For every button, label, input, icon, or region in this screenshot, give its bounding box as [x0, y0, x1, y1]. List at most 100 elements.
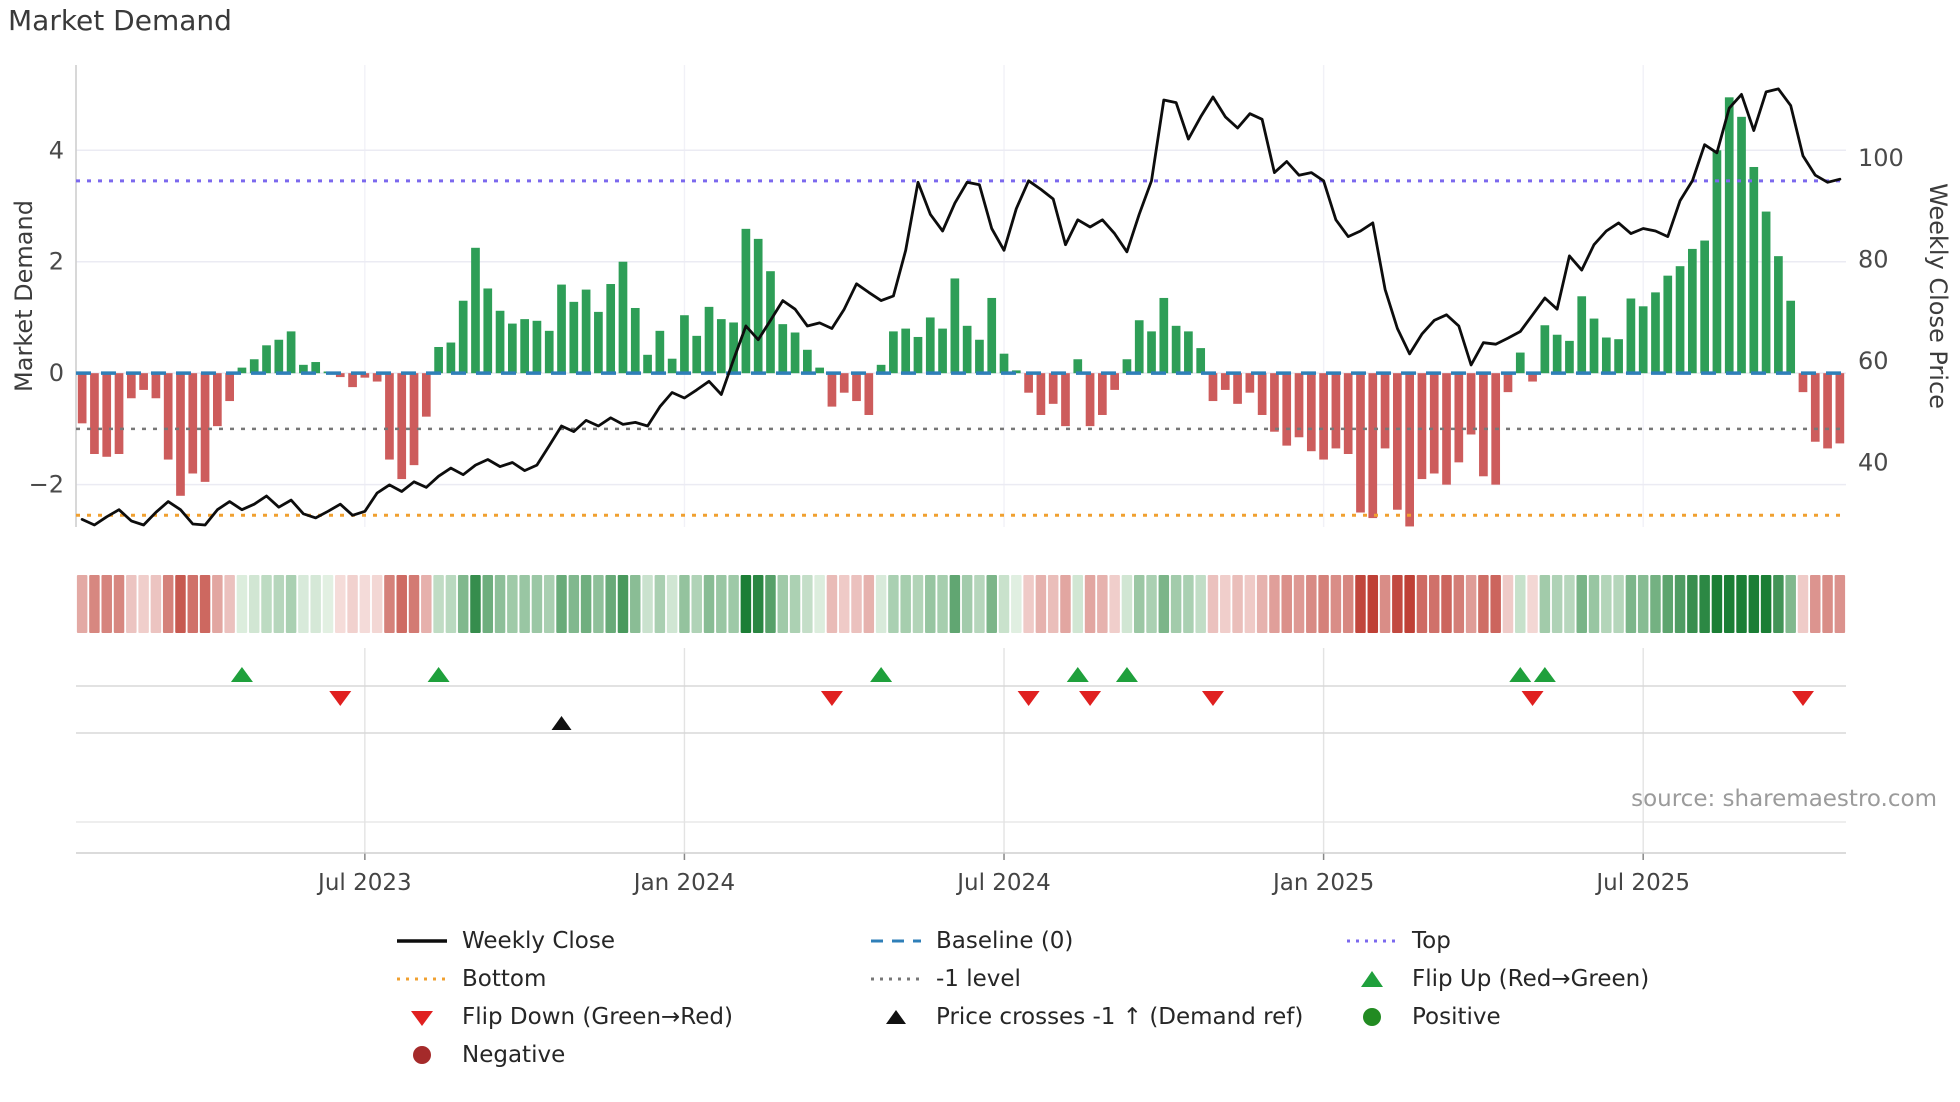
heatmap-cell [1146, 575, 1157, 633]
heatmap-cell [802, 575, 813, 633]
flip-up-marker [427, 667, 450, 682]
heatmap-cell [224, 575, 235, 633]
demand-bar [446, 342, 456, 374]
heatmap-cell [728, 575, 739, 633]
demand-bar [409, 373, 419, 466]
heatmap-cell [1109, 575, 1120, 633]
demand-bar [1380, 373, 1390, 449]
heatmap-cell [666, 575, 678, 633]
heatmap-cell [1207, 575, 1219, 633]
heatmap-cell [1416, 575, 1428, 633]
weekly-close-line [80, 87, 1842, 527]
demand-bar [1393, 373, 1402, 510]
demand-bar [815, 367, 824, 374]
positive-circle-icon [1363, 1008, 1381, 1026]
heatmap-cell [1183, 575, 1194, 633]
legend-item-negative: Negative [394, 1040, 565, 1070]
demand-bar [1134, 320, 1144, 374]
demand-bar [987, 297, 997, 374]
heatmap-cell [445, 575, 457, 633]
demand-bar [1184, 331, 1193, 374]
heatmap-cell [150, 575, 162, 633]
demand-bar [1085, 373, 1095, 427]
flip-up-marker [1533, 667, 1556, 682]
heatmap-cell [1674, 575, 1686, 633]
legend-label: Top [1412, 928, 1451, 954]
heatmap-cell [1797, 575, 1809, 633]
flip-up-triangle-icon [1361, 971, 1383, 987]
source-attribution: source: sharemaestro.com [1631, 786, 1937, 812]
heatmap-cell [1170, 575, 1182, 633]
demand-bar [1011, 370, 1021, 374]
heatmap-cell [1035, 575, 1047, 633]
demand-bar [704, 306, 714, 374]
heatmap-cell [261, 575, 272, 633]
heatmap-cell [1650, 575, 1661, 633]
legend-label: Flip Up (Red→Green) [1412, 966, 1650, 992]
demand-bar [1417, 373, 1427, 480]
heatmap-cell [752, 575, 764, 633]
demand-bar [1098, 373, 1107, 415]
heatmap-cell [814, 575, 825, 633]
demand-bar [385, 373, 394, 460]
x-tick-label: Jul 2025 [1594, 870, 1690, 896]
demand-bar [557, 284, 566, 374]
heatmap-cell [1404, 575, 1415, 633]
demand-bar [1466, 373, 1476, 435]
demand-bar [1737, 116, 1746, 374]
demand-bar [1294, 373, 1304, 438]
legend-label: -1 level [936, 966, 1021, 992]
demand-bar [581, 289, 591, 374]
demand-bar [741, 228, 751, 374]
heatmap-cell [359, 575, 371, 633]
demand-bar [1061, 373, 1070, 427]
demand-bar [249, 359, 259, 374]
heatmap-cell [1269, 575, 1280, 633]
heatmap-cell [1515, 575, 1526, 633]
heatmap-cell [593, 575, 604, 633]
demand-bar [1835, 373, 1845, 444]
heatmap-cell [1810, 575, 1821, 633]
demand-bar [1208, 373, 1218, 402]
demand-bar [360, 373, 370, 378]
demand-bar [1552, 334, 1562, 374]
heatmap-cell [1072, 575, 1084, 633]
demand-bar [1823, 373, 1832, 449]
demand-bar [262, 345, 271, 374]
x-tick-label: Jul 2024 [955, 870, 1051, 896]
heatmap-cell [691, 575, 702, 633]
demand-bar [680, 315, 689, 374]
heatmap-cell [1084, 575, 1096, 633]
heatmap-cell [1281, 575, 1292, 633]
demand-bar [335, 373, 345, 378]
flip-down-marker [1201, 691, 1224, 706]
heatmap-cell [617, 575, 629, 633]
legend-item-flip-up: Flip Up (Red→Green) [1344, 964, 1649, 994]
heatmap-cell [1723, 575, 1735, 633]
heatmap-cell [1121, 575, 1133, 633]
demand-bar [200, 373, 210, 482]
heatmap-cell [347, 575, 358, 633]
heatmap-cell [1760, 575, 1772, 633]
legend-item-minus-one: -1 level [868, 964, 1021, 994]
legend-label: Negative [462, 1042, 566, 1068]
y-right-tick-label: 100 [1858, 144, 1904, 172]
demand-bar [1122, 359, 1132, 374]
heatmap-cell [335, 575, 346, 633]
heatmap-cell [543, 575, 555, 633]
demand-bar [1810, 373, 1820, 442]
heatmap-cell [1306, 575, 1317, 633]
demand-bar [901, 328, 911, 374]
heatmap-cell [949, 575, 961, 633]
demand-bar [913, 336, 923, 374]
heatmap-cell [1355, 575, 1366, 633]
demand-bar [1528, 373, 1537, 382]
demand-bar [1343, 373, 1353, 454]
legend-item-baseline: Baseline (0) [868, 926, 1073, 956]
legend-item-positive: Positive [1344, 1002, 1501, 1032]
heatmap-cell [1453, 575, 1465, 633]
demand-bar [225, 373, 234, 402]
heatmap-cell [1834, 575, 1846, 633]
demand-bar [1147, 331, 1156, 374]
heatmap-cell [1736, 575, 1747, 633]
